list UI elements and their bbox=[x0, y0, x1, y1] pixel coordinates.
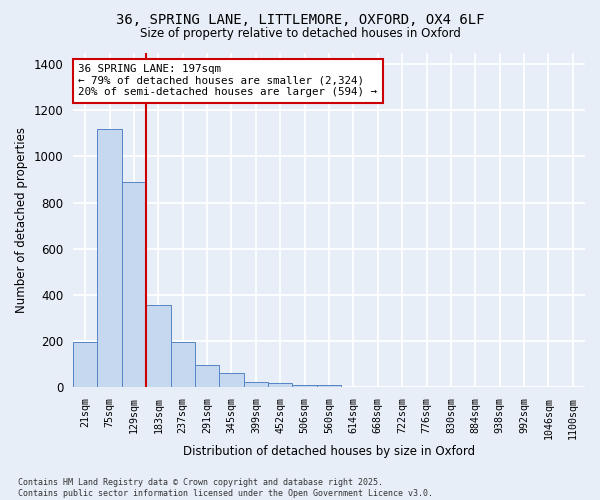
Text: Contains HM Land Registry data © Crown copyright and database right 2025.
Contai: Contains HM Land Registry data © Crown c… bbox=[18, 478, 433, 498]
Text: 36 SPRING LANE: 197sqm
← 79% of detached houses are smaller (2,324)
20% of semi-: 36 SPRING LANE: 197sqm ← 79% of detached… bbox=[78, 64, 377, 98]
Bar bbox=[97, 128, 122, 387]
Text: Size of property relative to detached houses in Oxford: Size of property relative to detached ho… bbox=[140, 28, 460, 40]
Text: 36, SPRING LANE, LITTLEMORE, OXFORD, OX4 6LF: 36, SPRING LANE, LITTLEMORE, OXFORD, OX4… bbox=[116, 12, 484, 26]
Bar bbox=[195, 364, 220, 387]
Bar bbox=[292, 385, 317, 387]
Bar bbox=[170, 342, 195, 387]
X-axis label: Distribution of detached houses by size in Oxford: Distribution of detached houses by size … bbox=[183, 444, 475, 458]
Bar bbox=[244, 382, 268, 387]
Y-axis label: Number of detached properties: Number of detached properties bbox=[15, 127, 28, 313]
Bar bbox=[122, 182, 146, 387]
Bar bbox=[268, 383, 292, 387]
Bar bbox=[146, 306, 170, 387]
Bar bbox=[220, 374, 244, 387]
Bar bbox=[317, 386, 341, 387]
Bar bbox=[73, 342, 97, 387]
